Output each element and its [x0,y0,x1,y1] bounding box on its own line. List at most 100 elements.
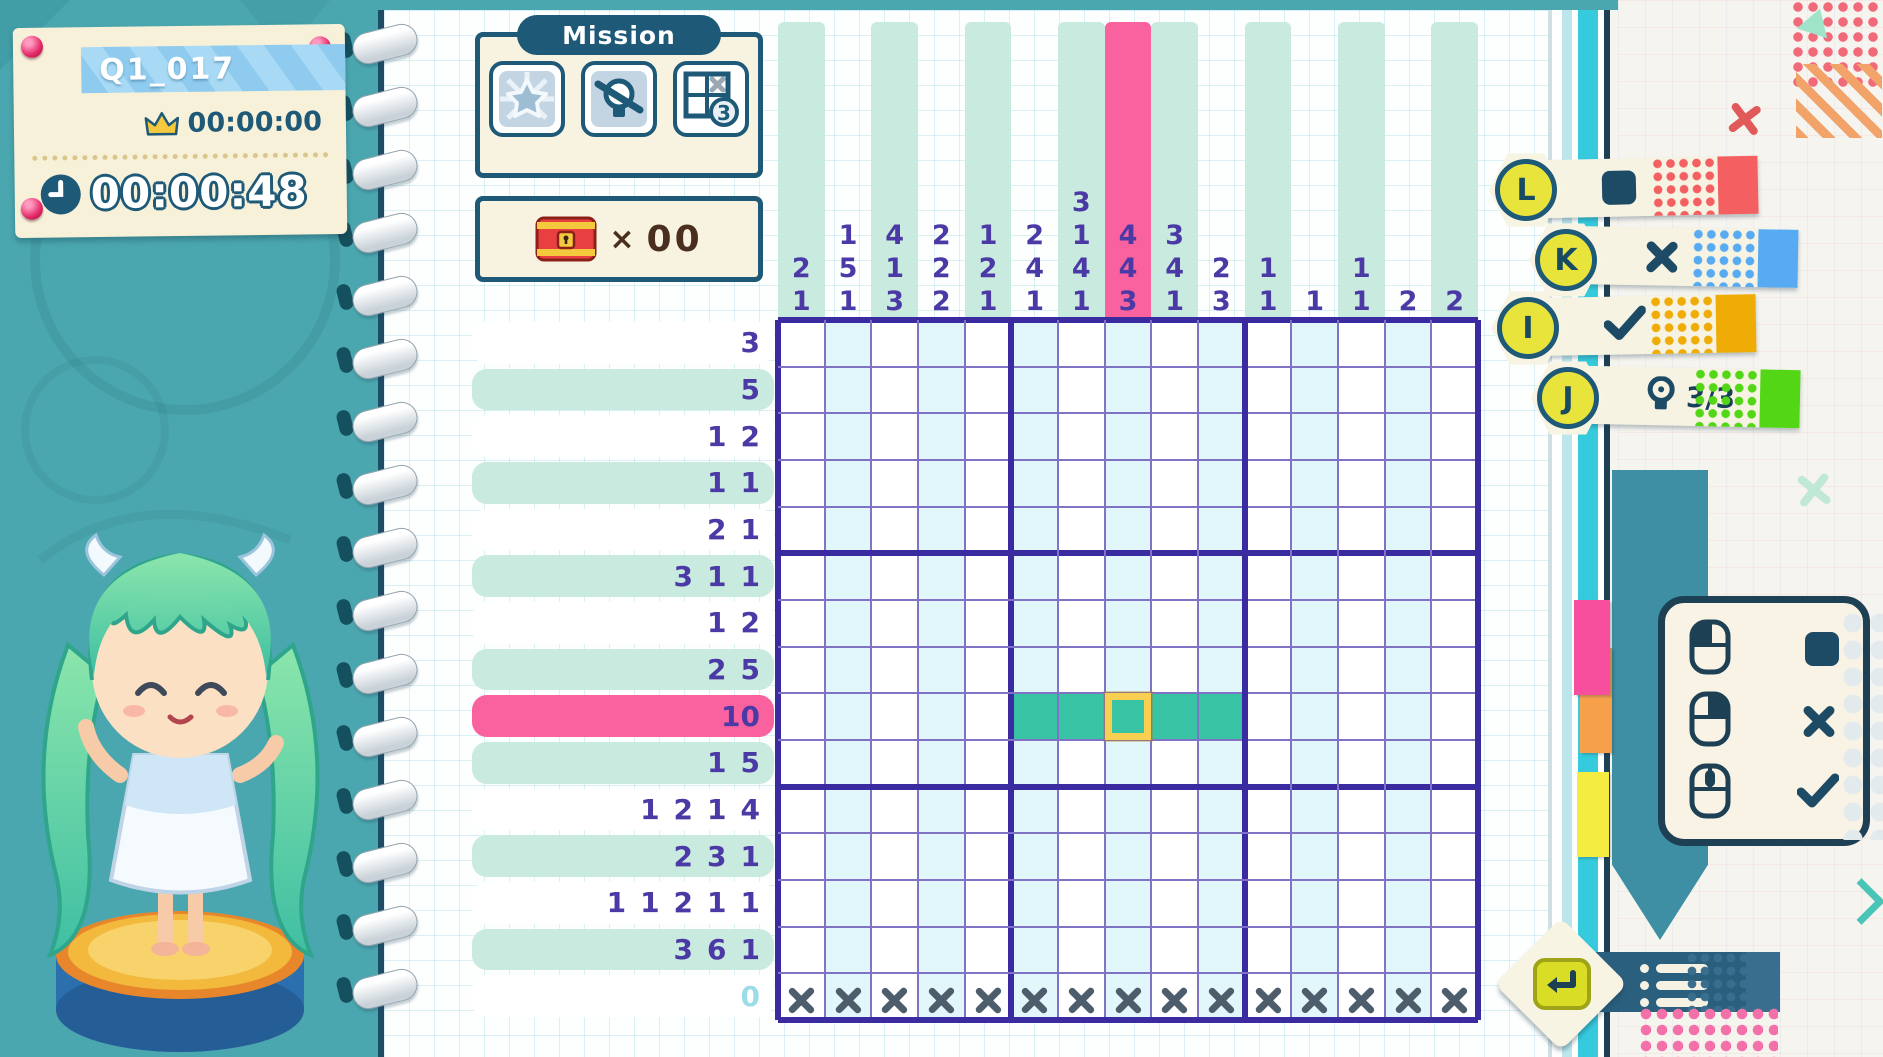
grid-cell[interactable] [1104,413,1152,460]
grid-cell[interactable] [1431,973,1478,1020]
grid-cell[interactable] [1244,320,1292,367]
grid-cell[interactable] [1338,973,1385,1020]
grid-cell[interactable] [1011,553,1058,600]
grid-cell[interactable] [964,320,1012,367]
grid-cell[interactable] [964,506,1012,554]
grid-cell[interactable] [1011,646,1058,694]
grid-cell[interactable] [1011,926,1058,974]
grid-cell[interactable] [1291,553,1338,600]
grid-cell[interactable] [1431,506,1478,554]
grid-cell[interactable] [1011,880,1058,927]
grid-cell[interactable] [1431,880,1478,927]
grid-cell[interactable] [778,506,825,554]
grid-cell[interactable] [1431,413,1478,460]
grid-cell[interactable] [964,880,1012,927]
grid-cell[interactable] [824,320,872,367]
grid-cell[interactable] [1244,600,1292,647]
grid-cell[interactable] [1338,740,1385,787]
grid-cell[interactable] [964,646,1012,694]
grid-cell[interactable] [964,553,1012,600]
grid-cell[interactable] [1104,460,1152,507]
grid-cell[interactable] [918,973,965,1020]
grid-cell[interactable] [918,880,965,927]
grid-cell[interactable] [824,973,872,1020]
grid-cell[interactable] [824,460,872,507]
grid-cell[interactable] [1338,926,1385,974]
grid-cell[interactable] [1104,646,1152,694]
grid-cell[interactable] [871,646,918,694]
grid-cell[interactable] [1244,506,1292,554]
grid-cell[interactable] [1431,553,1478,600]
grid-cell[interactable] [1011,413,1058,460]
grid-cell[interactable] [1291,693,1338,740]
grid-cell[interactable] [824,366,872,414]
grid-cell[interactable] [778,320,825,367]
grid-cell[interactable] [778,926,825,974]
key-action-ribbon-J[interactable]: 3/3 [1583,365,1801,429]
grid-cell[interactable] [1104,786,1152,834]
grid-cell[interactable] [1431,833,1478,880]
grid-cell[interactable] [871,833,918,880]
grid-cell[interactable] [778,833,825,880]
grid-cell[interactable] [1431,693,1478,740]
grid-cell[interactable] [1244,693,1292,740]
grid-cell[interactable] [824,786,872,834]
grid-cell[interactable] [964,740,1012,787]
grid-cell[interactable] [918,833,965,880]
grid-cell[interactable] [918,693,965,740]
grid-cell[interactable] [1011,600,1058,647]
grid-cell[interactable] [1198,506,1245,554]
grid-cell[interactable] [1431,646,1478,694]
grid-cell[interactable] [778,460,825,507]
grid-cell[interactable] [1431,460,1478,507]
grid-cell[interactable] [1104,833,1152,880]
grid-cell[interactable] [1384,973,1432,1020]
grid-cell[interactable] [1291,833,1338,880]
grid-cell[interactable] [824,600,872,647]
grid-cell[interactable] [1431,786,1478,834]
grid-cell[interactable] [778,880,825,927]
grid-cell[interactable] [1058,973,1105,1020]
grid-cell[interactable] [1104,600,1152,647]
grid-cell[interactable] [1384,600,1432,647]
grid-cell[interactable] [1011,786,1058,834]
key-action-ribbon-K[interactable] [1579,226,1799,288]
grid-cell[interactable] [964,786,1012,834]
grid-cell[interactable] [1338,366,1385,414]
grid-cell[interactable] [1151,926,1198,974]
grid-cell[interactable] [1384,693,1432,740]
grid-cell[interactable] [1198,413,1245,460]
menu-ribbon[interactable] [1596,952,1780,1012]
grid-cell[interactable] [1151,646,1198,694]
grid-cell[interactable] [964,693,1012,740]
grid-cell[interactable] [1058,600,1105,647]
grid-cell[interactable] [778,693,825,740]
grid-cell[interactable] [824,833,872,880]
grid-cell[interactable] [1384,833,1432,880]
grid-cell[interactable] [778,973,825,1020]
return-key-icon[interactable] [1533,958,1591,1010]
grid-cell[interactable] [1244,880,1292,927]
grid-cell[interactable] [1104,553,1152,600]
grid-cell[interactable] [824,413,872,460]
grid-cell[interactable] [778,553,825,600]
grid-cell[interactable] [1431,366,1478,414]
grid-cell[interactable] [1384,506,1432,554]
grid-cell[interactable] [1198,973,1245,1020]
grid-cell[interactable] [1431,926,1478,974]
grid-cell[interactable] [1384,646,1432,694]
grid-cell[interactable] [1291,740,1338,787]
grid-cell[interactable] [1198,926,1245,974]
grid-cell[interactable] [964,926,1012,974]
grid-cell[interactable] [1151,413,1198,460]
grid-cell[interactable] [1198,460,1245,507]
grid-cell[interactable] [1151,320,1198,367]
grid-cell[interactable] [1338,600,1385,647]
grid-cell[interactable] [824,693,872,740]
key-action-ribbon-L[interactable] [1539,155,1759,219]
grid-cell[interactable] [1338,320,1385,367]
grid-cell[interactable] [1291,366,1338,414]
grid-cell[interactable] [918,460,965,507]
grid-cell[interactable] [1198,600,1245,647]
grid-cell[interactable] [918,786,965,834]
